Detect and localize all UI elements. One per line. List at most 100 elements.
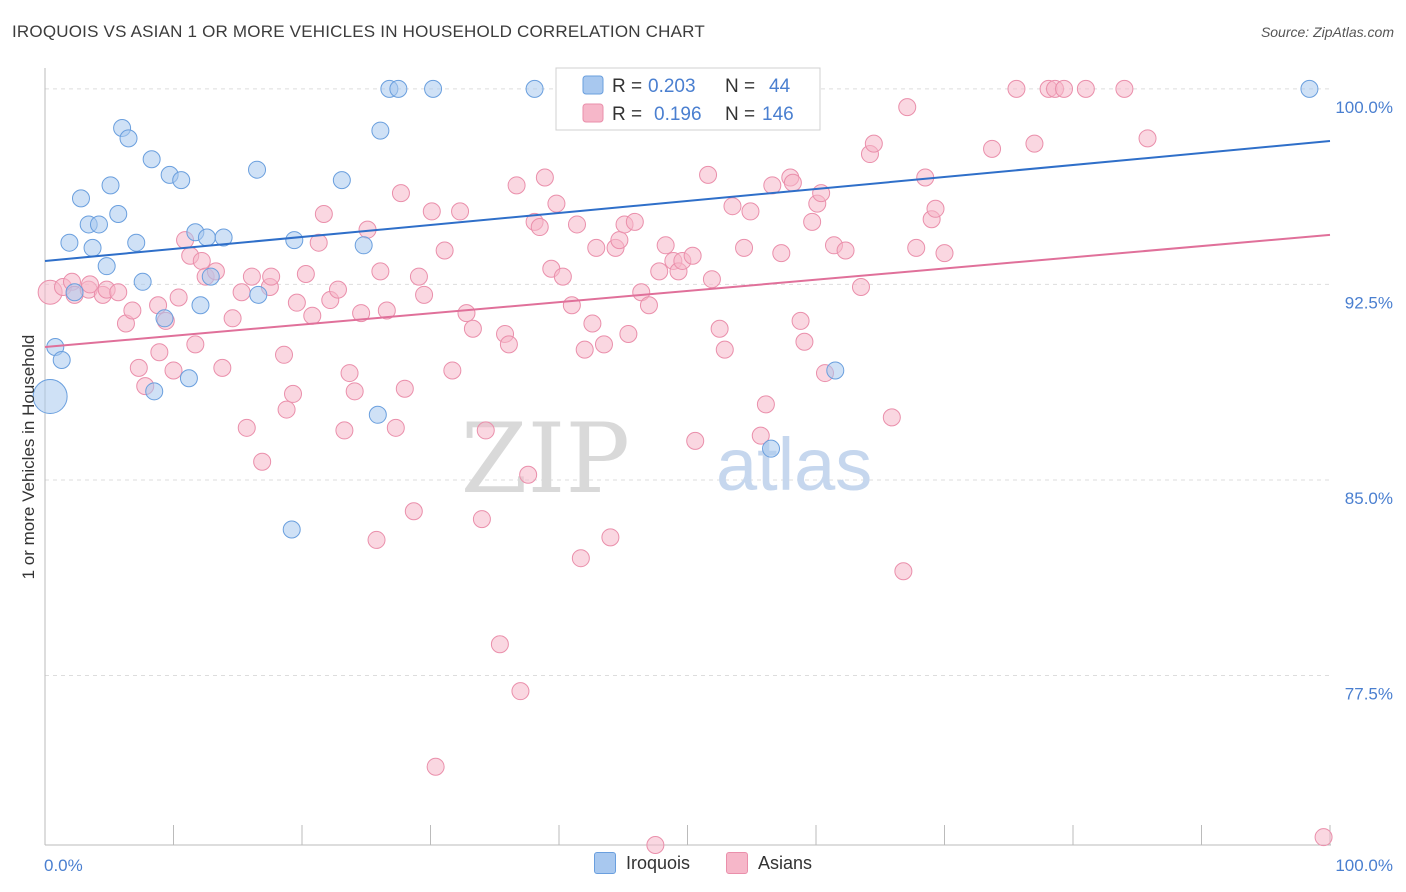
point-iroquois-32	[354, 236, 373, 255]
source-credit: Source: ZipAtlas.com	[1260, 24, 1394, 40]
point-asians-141	[1314, 828, 1333, 847]
point-asians-45	[352, 304, 371, 323]
point-asians-54	[409, 267, 428, 286]
point-iroquois-31	[332, 171, 351, 190]
point-asians-82	[587, 238, 606, 257]
point-asians-138	[1076, 79, 1095, 98]
point-asians-55	[415, 285, 434, 304]
point-iroquois-38	[525, 79, 544, 98]
legend-r-value-iroquois: 0.203	[648, 76, 696, 97]
point-asians-26	[232, 283, 251, 302]
point-asians-109	[763, 176, 782, 195]
point-asians-61	[457, 304, 476, 323]
point-asians-33	[277, 400, 296, 419]
point-asians-76	[553, 267, 572, 286]
point-asians-51	[391, 184, 410, 203]
point-asians-126	[898, 98, 917, 117]
y-tick-label-1: 92.5%	[1345, 293, 1393, 312]
point-asians-59	[443, 361, 462, 380]
point-asians-73	[535, 168, 554, 187]
point-asians-83	[594, 335, 613, 354]
point-asians-14	[150, 343, 169, 362]
point-iroquois-29	[282, 520, 301, 539]
y-axis-label: 1 or more Vehicles in Household	[19, 335, 38, 580]
point-asians-140	[1138, 129, 1157, 148]
legend-n-value-asians: 146	[762, 104, 794, 125]
point-asians-53	[404, 502, 423, 521]
point-iroquois-4	[65, 283, 84, 302]
point-asians-99	[686, 431, 705, 450]
point-iroquois-30	[285, 231, 304, 250]
point-asians-107	[751, 426, 770, 445]
point-asians-32	[275, 345, 294, 364]
point-asians-105	[735, 238, 754, 257]
legend-r-label-asians: R =	[612, 104, 642, 125]
point-asians-28	[242, 267, 261, 286]
point-asians-127	[907, 238, 926, 257]
point-asians-91	[639, 296, 658, 315]
point-asians-100	[699, 165, 718, 184]
point-iroquois-43	[1300, 79, 1319, 98]
bottom-legend-item-iroquois: Iroquois	[593, 852, 690, 874]
point-asians-125	[894, 562, 913, 581]
point-iroquois-25	[201, 267, 220, 286]
point-asians-86	[610, 231, 629, 250]
point-iroquois-9	[97, 257, 116, 276]
point-iroquois-2	[52, 351, 71, 370]
point-iroquois-41	[762, 439, 781, 458]
point-asians-62	[463, 319, 482, 338]
point-asians-44	[345, 382, 364, 401]
point-asians-81	[583, 314, 602, 333]
point-asians-27	[237, 418, 256, 437]
point-iroquois-37	[424, 79, 443, 98]
point-asians-60	[451, 202, 470, 221]
x-tick-label-0: 0.0%	[44, 856, 83, 875]
point-iroquois-8	[89, 215, 108, 234]
trend-line-asians	[44, 233, 1331, 348]
point-asians-31	[262, 267, 281, 286]
point-asians-16	[164, 361, 183, 380]
legend-n-label-asians: N =	[725, 104, 755, 125]
point-asians-11	[129, 358, 148, 377]
point-iroquois-16	[142, 150, 161, 169]
point-asians-78	[567, 215, 586, 234]
point-asians-106	[741, 202, 760, 221]
point-asians-37	[303, 306, 322, 325]
point-asians-88	[619, 324, 638, 343]
point-asians-58	[435, 241, 454, 260]
point-asians-102	[710, 319, 729, 338]
bottom-legend-item-asians: Asians	[726, 852, 812, 874]
point-asians-93	[650, 262, 669, 281]
y-tick-label-0: 100.0%	[1335, 98, 1393, 117]
point-asians-5	[80, 275, 99, 294]
point-asians-8	[109, 283, 128, 302]
point-asians-72	[530, 218, 549, 237]
point-iroquois-13	[119, 129, 138, 148]
point-iroquois-3	[60, 233, 79, 252]
axes	[44, 68, 1331, 846]
point-iroquois-0	[32, 379, 68, 415]
legend-n-label-iroquois: N =	[725, 76, 755, 97]
point-asians-79	[571, 549, 590, 568]
point-asians-84	[601, 528, 620, 547]
point-asians-57	[426, 757, 445, 776]
point-iroquois-17	[145, 382, 164, 401]
point-asians-98	[683, 246, 702, 265]
gridlines	[45, 88, 1330, 677]
point-iroquois-27	[248, 160, 267, 179]
point-iroquois-42	[826, 361, 845, 380]
trend-lines	[44, 140, 1331, 348]
point-asians-114	[795, 332, 814, 351]
point-asians-47	[367, 530, 386, 549]
point-asians-121	[851, 278, 870, 297]
legend-r-label-iroquois: R =	[612, 76, 642, 97]
point-asians-110	[772, 244, 791, 263]
point-asians-77	[562, 296, 581, 315]
point-asians-134	[1025, 134, 1044, 153]
point-asians-64	[476, 421, 495, 440]
point-iroquois-5	[71, 189, 90, 208]
chart-title: IROQUOIS VS ASIAN 1 OR MORE VEHICLES IN …	[12, 22, 705, 41]
tick-labels: 100.0% 92.5% 85.0% 77.5% 0.0% 100.0%	[44, 98, 1393, 875]
point-asians-21	[192, 251, 211, 270]
point-iroquois-28	[249, 285, 268, 304]
